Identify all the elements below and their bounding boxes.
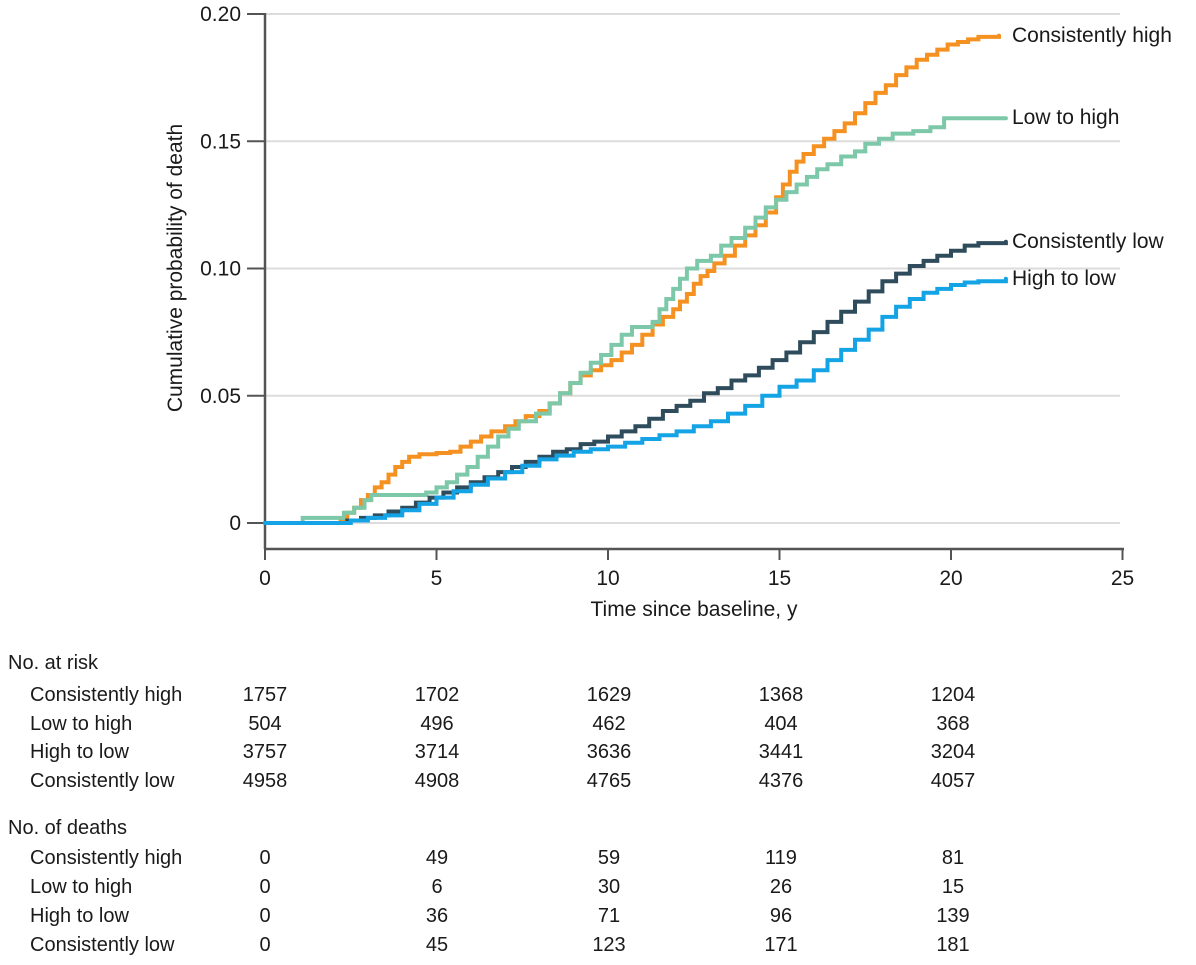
x-axis-title: Time since baseline, y: [590, 598, 798, 621]
legend-label-high-to-low: High to low: [1012, 267, 1116, 290]
x-tick-label: 20: [939, 567, 962, 590]
risk_table-row: Low to high 504 496 462 404 368: [0, 710, 1196, 738]
count-cell: 36: [425, 905, 449, 927]
count-cell: 119: [765, 847, 797, 869]
curve-low-to-high: [263, 116, 1008, 525]
count-cell: 49: [425, 847, 449, 869]
deaths_table-row: Consistently high 0 49 59 119 81: [0, 844, 1196, 872]
count-cell: 0: [259, 934, 271, 956]
count-cell: 4765: [586, 770, 632, 792]
count-cell: 1204: [930, 684, 976, 706]
count-cell: 404: [764, 713, 798, 735]
row-label: Consistently high: [30, 847, 183, 869]
row-label: Consistently high: [30, 684, 183, 706]
count-cell: 139: [936, 905, 970, 927]
count-cell: 0: [259, 876, 271, 898]
count-cell: 3636: [586, 741, 632, 763]
count-cell: 0: [259, 847, 271, 869]
curve-consistently-low: [263, 239, 1008, 525]
count-cell: 1629: [586, 684, 632, 706]
count-cell: 462: [592, 713, 626, 735]
legend-label-low-to-high: Low to high: [1012, 106, 1120, 129]
count-cell: 4958: [242, 770, 288, 792]
count-cell: 181: [936, 934, 970, 956]
count-cell: 368: [936, 713, 970, 735]
deaths_table-row: Consistently low 0 45 123 171 181: [0, 931, 1196, 959]
x-tick-label: 5: [431, 567, 443, 590]
count-cell: 6: [431, 876, 443, 898]
row-label: Consistently low: [30, 934, 175, 956]
count-cell: 123: [592, 934, 626, 956]
count-cell: 15: [941, 876, 965, 898]
count-cell: 26: [769, 876, 793, 898]
count-cell: 1368: [758, 684, 804, 706]
row-label: High to low: [30, 741, 129, 763]
count-cell: 496: [420, 713, 454, 735]
risk_table-row: Consistently low 4958 4908 4765 4376 4057: [0, 767, 1196, 795]
x-tick-label: 10: [596, 567, 619, 590]
count-cell: 3757: [242, 741, 288, 763]
risk_table-row: Consistently high 1757 1702 1629 1368 1204: [0, 681, 1196, 709]
curve-consistently-high: [263, 33, 1001, 525]
row-label: Consistently low: [30, 770, 175, 792]
count-cell: 3714: [414, 741, 460, 763]
count-cell: 1757: [242, 684, 288, 706]
count-cell: 59: [597, 847, 621, 869]
cumulative-probability-chart: 0 0.05 0.10 0.15 0.20 0 5 10 15 20 25: [200, 3, 1134, 590]
count-cell: 4376: [758, 770, 804, 792]
count-cell: 71: [597, 905, 621, 927]
count-cell: 4908: [414, 770, 460, 792]
count-cell: 96: [769, 905, 793, 927]
y-tick-label: 0.10: [200, 258, 241, 281]
y-tick-label: 0.15: [200, 130, 241, 153]
count-cell: 81: [941, 847, 965, 869]
count-cell: 4057: [930, 770, 976, 792]
x-tick-label: 25: [1111, 567, 1134, 590]
deaths_table-row: High to low 0 36 71 96 139: [0, 902, 1196, 930]
risk_table-title: No. at risk: [8, 652, 99, 674]
count-cell: 3441: [758, 741, 804, 763]
risk_table-row: High to low 3757 3714 3636 3441 3204: [0, 738, 1196, 766]
row-label: High to low: [30, 905, 129, 927]
y-tick-label: 0: [229, 512, 241, 535]
x-tick-label: 15: [768, 567, 791, 590]
count-cell: 171: [764, 934, 798, 956]
deaths_table-row: Low to high 0 6 30 26 15: [0, 873, 1196, 901]
legend-label-consistently-high: Consistently high: [1012, 24, 1172, 47]
curve-high-to-low: [263, 276, 1008, 525]
count-cell: 1702: [414, 684, 460, 706]
row-label: Low to high: [30, 876, 133, 898]
count-cell: 45: [425, 934, 449, 956]
count-cell: 0: [259, 905, 271, 927]
row-label: Low to high: [30, 713, 133, 735]
deaths_table-title: No. of deaths: [8, 817, 127, 839]
count-cell: 3204: [930, 741, 976, 763]
count-cell: 30: [597, 876, 621, 898]
y-tick-label: 0.05: [200, 385, 241, 408]
y-axis-title: Cumulative probability of death: [164, 123, 187, 413]
count-cell: 504: [248, 713, 282, 735]
x-tick-label: 0: [259, 567, 271, 590]
y-tick-label: 0.20: [200, 3, 241, 26]
legend-label-consistently-low: Consistently low: [1012, 230, 1164, 253]
